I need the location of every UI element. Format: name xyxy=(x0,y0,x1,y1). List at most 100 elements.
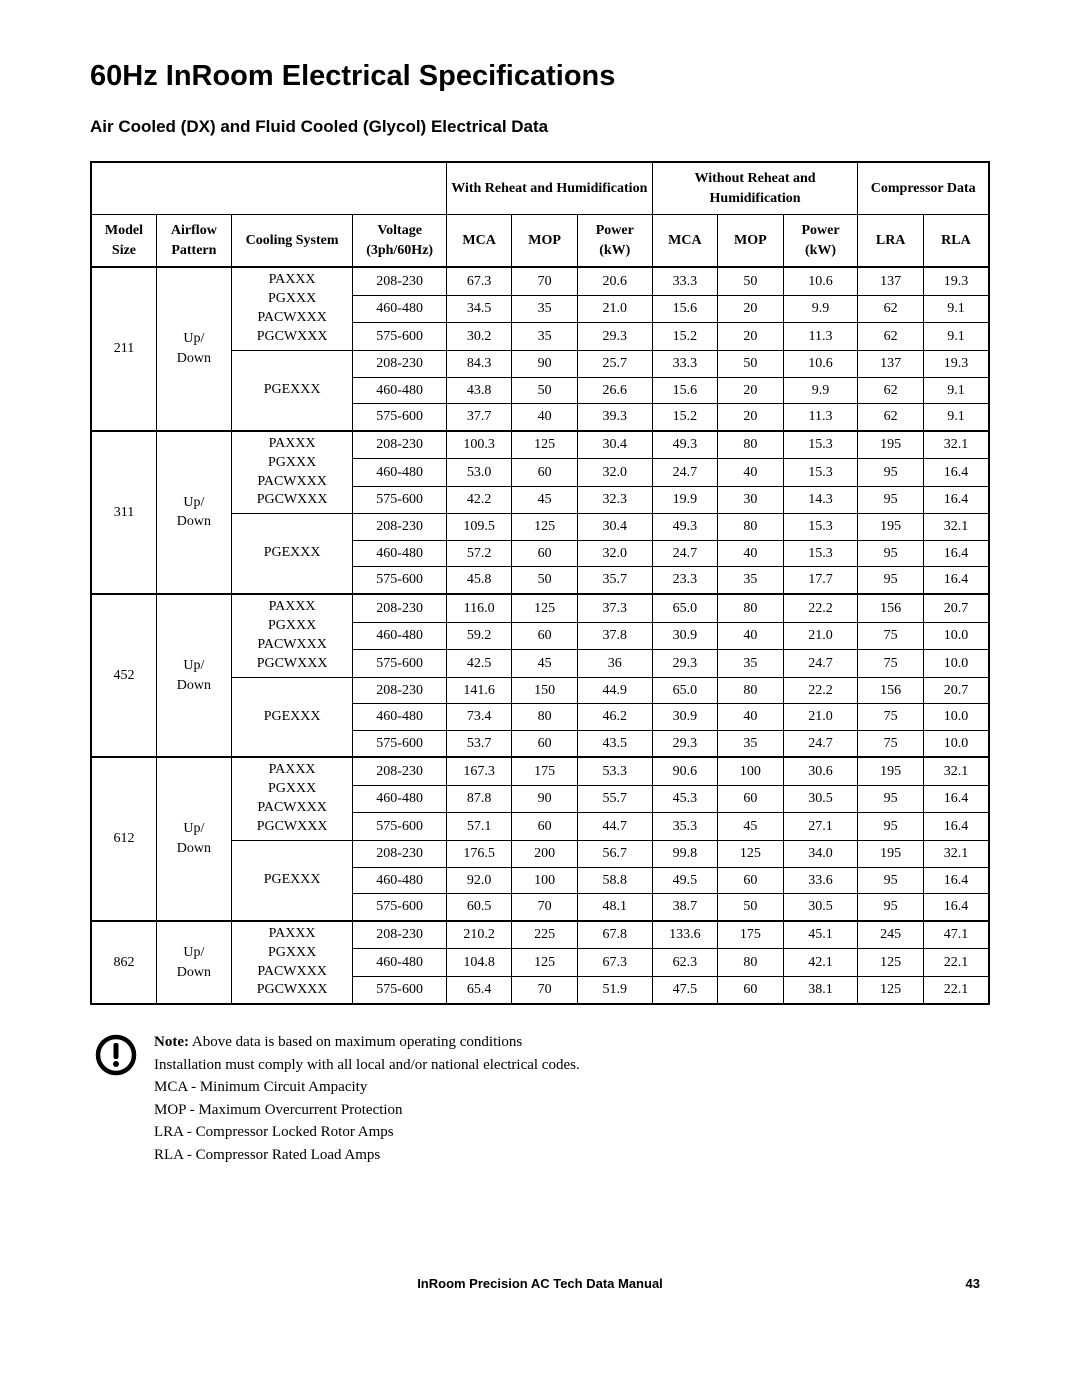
table-cell: 65.4 xyxy=(446,976,511,1004)
table-cell: PAXXXPGXXXPACWXXXPGCWXXX xyxy=(231,594,353,677)
footer-page-number: 43 xyxy=(940,1276,980,1291)
table-cell: 208-230 xyxy=(353,267,447,295)
table-cell: 200 xyxy=(512,840,577,867)
table-header-cell: MCA xyxy=(446,215,511,268)
table-cell: 75 xyxy=(858,704,923,731)
table-cell: 49.3 xyxy=(652,431,717,459)
table-cell: 20.6 xyxy=(577,267,652,295)
table-header-cell: Power (kW) xyxy=(577,215,652,268)
table-cell: 35 xyxy=(718,567,783,594)
table-cell: 65.0 xyxy=(652,594,717,622)
table-cell: 19.3 xyxy=(923,267,989,295)
table-cell: 11.3 xyxy=(783,323,858,351)
table-cell: 14.3 xyxy=(783,486,858,514)
table-cell: 62 xyxy=(858,295,923,323)
table-cell: 175 xyxy=(718,921,783,949)
note-line: LRA - Compressor Locked Rotor Amps xyxy=(154,1124,394,1140)
table-cell: 47.1 xyxy=(923,921,989,949)
table-cell: 9.1 xyxy=(923,377,989,404)
table-cell: 49.5 xyxy=(652,867,717,894)
table-cell: 60 xyxy=(512,540,577,567)
table-cell: 460-480 xyxy=(353,785,447,813)
table-cell: 17.7 xyxy=(783,567,858,594)
table-cell: Up/Down xyxy=(156,594,231,757)
table-cell: 9.1 xyxy=(923,295,989,323)
table-cell: 21.0 xyxy=(577,295,652,323)
table-cell: 65.0 xyxy=(652,677,717,704)
note-line: MOP - Maximum Overcurrent Protection xyxy=(154,1102,403,1118)
table-cell: 26.6 xyxy=(577,377,652,404)
table-cell: 10.0 xyxy=(923,622,989,650)
table-cell: 32.1 xyxy=(923,514,989,541)
note-line: MCA - Minimum Circuit Ampacity xyxy=(154,1079,367,1095)
table-cell: 51.9 xyxy=(577,976,652,1004)
table-cell: 70 xyxy=(512,976,577,1004)
table-cell: 40 xyxy=(718,459,783,487)
table-cell: 22.2 xyxy=(783,594,858,622)
table-cell: 50 xyxy=(718,894,783,921)
table-cell: 32.0 xyxy=(577,540,652,567)
table-cell: 60 xyxy=(718,976,783,1004)
table-cell: 42.2 xyxy=(446,486,511,514)
table-cell: 100 xyxy=(512,867,577,894)
table-header-cell: Model Size xyxy=(91,215,156,268)
table-cell: 16.4 xyxy=(923,785,989,813)
table-cell: 32.1 xyxy=(923,840,989,867)
table-cell: PGEXXX xyxy=(231,350,353,430)
table-header-cell xyxy=(91,162,446,215)
table-cell: 575-600 xyxy=(353,650,447,678)
table-cell: 24.7 xyxy=(652,459,717,487)
note-line: RLA - Compressor Rated Load Amps xyxy=(154,1147,380,1163)
table-cell: 70 xyxy=(512,894,577,921)
table-cell: 38.1 xyxy=(783,976,858,1004)
table-cell: 45 xyxy=(512,486,577,514)
table-cell: 29.3 xyxy=(577,323,652,351)
table-cell: 15.3 xyxy=(783,459,858,487)
table-row: 211Up/DownPAXXXPGXXXPACWXXXPGCWXXX208-23… xyxy=(91,267,989,295)
table-cell: 575-600 xyxy=(353,404,447,431)
table-cell: 62 xyxy=(858,377,923,404)
table-cell: 24.7 xyxy=(783,730,858,757)
table-cell: 44.7 xyxy=(577,813,652,841)
table-cell: 208-230 xyxy=(353,677,447,704)
table-cell: 47.5 xyxy=(652,976,717,1004)
table-cell: 452 xyxy=(91,594,156,757)
table-header-cell: MCA xyxy=(652,215,717,268)
table-cell: 59.2 xyxy=(446,622,511,650)
table-cell: 575-600 xyxy=(353,567,447,594)
table-cell: 50 xyxy=(718,267,783,295)
table-cell: 10.0 xyxy=(923,650,989,678)
table-cell: 9.9 xyxy=(783,377,858,404)
table-cell: 30 xyxy=(718,486,783,514)
table-cell: 19.3 xyxy=(923,350,989,377)
table-cell: 60.5 xyxy=(446,894,511,921)
table-cell: 95 xyxy=(858,867,923,894)
note-line: Above data is based on maximum operating… xyxy=(189,1034,522,1050)
table-cell: 176.5 xyxy=(446,840,511,867)
table-header-cell: RLA xyxy=(923,215,989,268)
table-header-cell: LRA xyxy=(858,215,923,268)
table-cell: 208-230 xyxy=(353,350,447,377)
table-cell: 125 xyxy=(512,594,577,622)
table-cell: 125 xyxy=(858,949,923,977)
table-cell: 35.7 xyxy=(577,567,652,594)
table-cell: 156 xyxy=(858,594,923,622)
table-cell: 100 xyxy=(718,757,783,785)
table-cell: 27.1 xyxy=(783,813,858,841)
table-cell: 34.0 xyxy=(783,840,858,867)
table-cell: 67.3 xyxy=(446,267,511,295)
table-cell: 25.7 xyxy=(577,350,652,377)
table-cell: 80 xyxy=(718,594,783,622)
table-cell: 30.4 xyxy=(577,514,652,541)
table-cell: 30.2 xyxy=(446,323,511,351)
table-header-cell: Airflow Pattern xyxy=(156,215,231,268)
table-cell: 35.3 xyxy=(652,813,717,841)
table-cell: 35 xyxy=(512,295,577,323)
table-header-cell: Without Reheat and Humidification xyxy=(652,162,858,215)
table-cell: 48.1 xyxy=(577,894,652,921)
warning-icon xyxy=(90,1031,154,1166)
table-cell: 11.3 xyxy=(783,404,858,431)
table-cell: 16.4 xyxy=(923,486,989,514)
table-cell: 460-480 xyxy=(353,295,447,323)
table-cell: 9.1 xyxy=(923,323,989,351)
